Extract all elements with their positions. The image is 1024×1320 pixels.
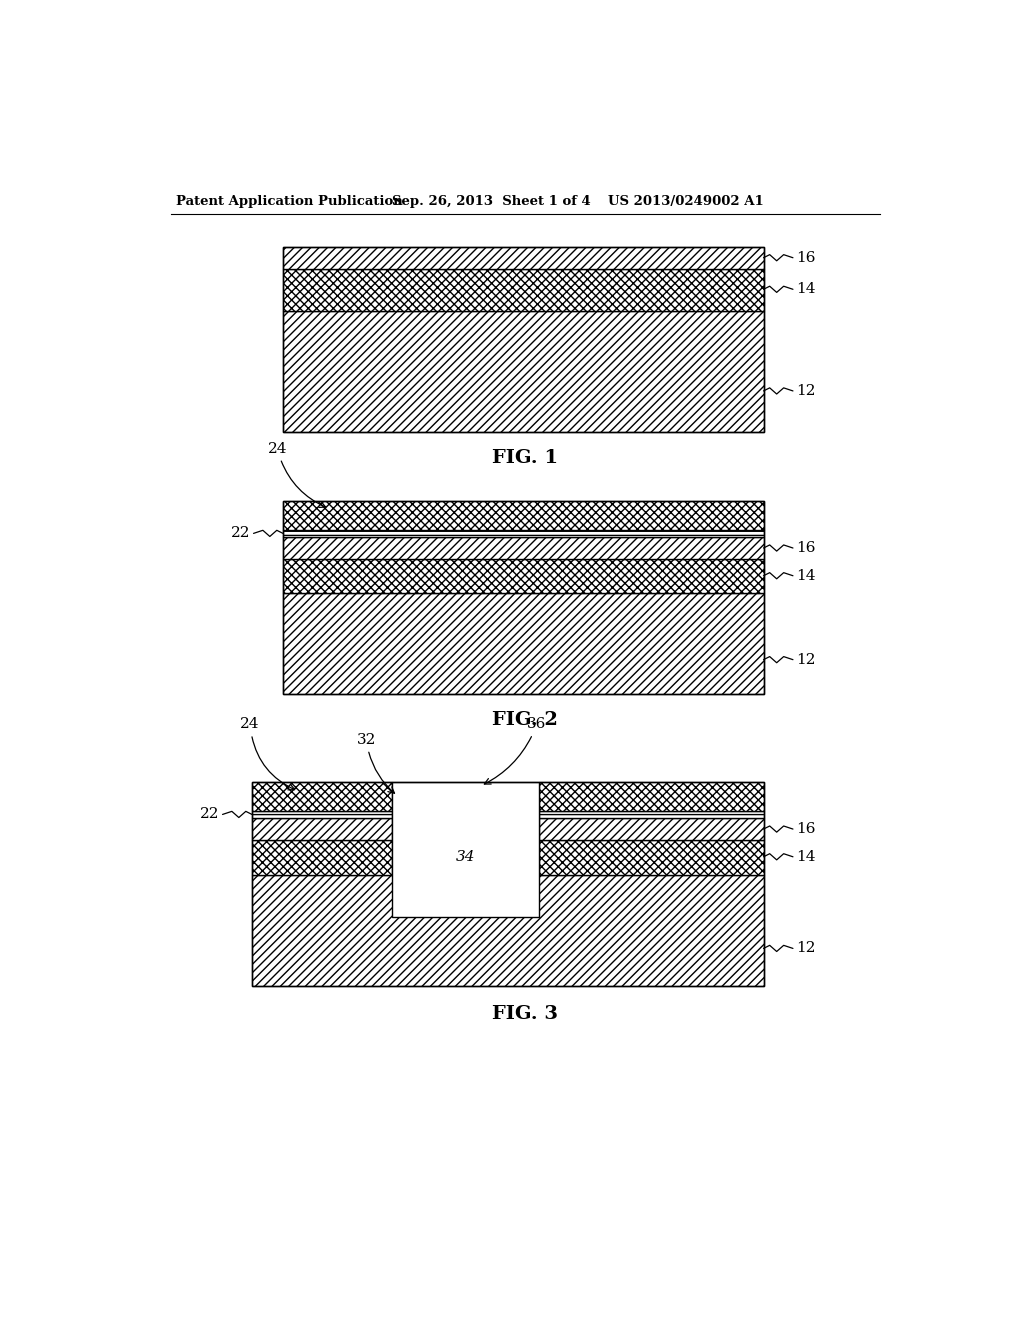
Bar — [391, 781, 539, 917]
Text: 12: 12 — [796, 941, 815, 956]
Bar — [252, 781, 764, 986]
Bar — [539, 781, 764, 812]
Text: 22: 22 — [231, 527, 251, 540]
Text: 32: 32 — [356, 733, 394, 793]
Text: 12: 12 — [796, 384, 815, 397]
Text: 16: 16 — [796, 251, 815, 265]
Bar — [252, 781, 391, 812]
Bar — [252, 812, 391, 818]
Bar — [539, 840, 764, 875]
Bar — [252, 875, 764, 986]
Bar — [283, 247, 764, 268]
Text: 14: 14 — [796, 569, 815, 582]
Text: FIG. 2: FIG. 2 — [492, 711, 558, 729]
Text: 16: 16 — [796, 541, 815, 554]
Bar — [283, 268, 764, 312]
Bar — [252, 840, 391, 875]
Text: 12: 12 — [796, 652, 815, 667]
Bar — [539, 818, 764, 840]
Text: FIG. 1: FIG. 1 — [492, 449, 558, 467]
Bar — [391, 781, 539, 917]
Bar — [283, 558, 764, 594]
Text: Sep. 26, 2013  Sheet 1 of 4: Sep. 26, 2013 Sheet 1 of 4 — [391, 195, 590, 209]
Bar — [283, 537, 764, 558]
Bar — [283, 247, 764, 432]
Bar — [283, 531, 764, 537]
Text: 36: 36 — [484, 717, 547, 784]
Text: US 2013/0249002 A1: US 2013/0249002 A1 — [608, 195, 764, 209]
Bar — [283, 594, 764, 693]
Text: Patent Application Publication: Patent Application Publication — [176, 195, 402, 209]
Text: 16: 16 — [796, 822, 815, 836]
Text: 34: 34 — [456, 850, 475, 863]
Text: 14: 14 — [796, 282, 815, 296]
Bar — [283, 312, 764, 432]
Text: 24: 24 — [241, 717, 295, 789]
Bar — [283, 502, 764, 693]
Text: 22: 22 — [200, 808, 219, 821]
Bar — [539, 812, 764, 818]
Bar — [252, 818, 391, 840]
Text: 14: 14 — [796, 850, 815, 863]
Bar — [283, 502, 764, 531]
Text: 24: 24 — [267, 442, 326, 507]
Text: FIG. 3: FIG. 3 — [492, 1006, 558, 1023]
